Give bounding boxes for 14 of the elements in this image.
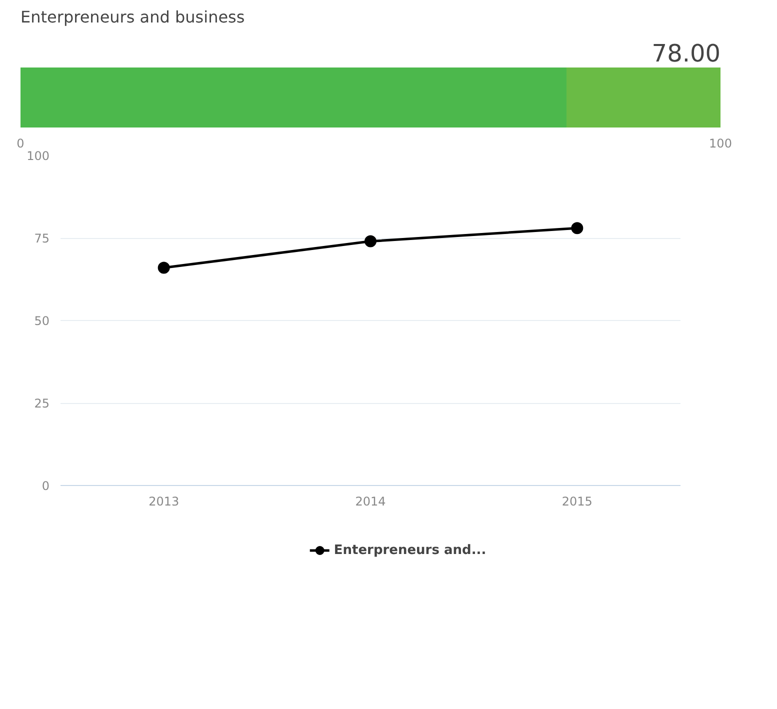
y-tick-label: 0 bbox=[42, 479, 50, 493]
y-tick-label: 75 bbox=[34, 232, 50, 246]
y-tick-label: 25 bbox=[34, 396, 50, 410]
chart-title: Enterpreneurs and business bbox=[20, 8, 245, 26]
x-tick-label: 2015 bbox=[562, 494, 592, 508]
point bbox=[571, 222, 584, 234]
annotation: 78.00 bbox=[652, 40, 721, 68]
point bbox=[158, 262, 170, 274]
legend-label: Enterpreneurs and... bbox=[334, 542, 486, 558]
y-tick-label: 50 bbox=[34, 314, 50, 328]
x-tick-label: 2013 bbox=[148, 494, 180, 508]
y-tick-label: 100 bbox=[26, 149, 50, 163]
point bbox=[364, 235, 376, 248]
x-tick-label: 2014 bbox=[355, 494, 386, 508]
